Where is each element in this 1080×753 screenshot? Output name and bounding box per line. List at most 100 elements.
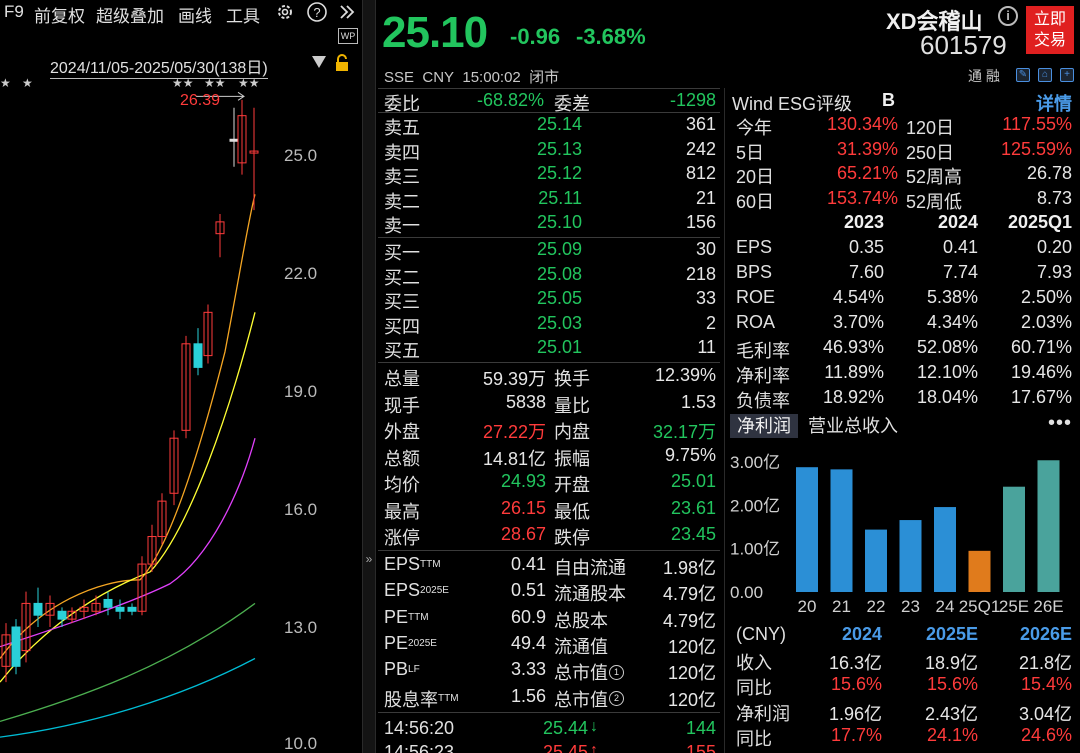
bid-row-price[interactable]: 25.05 xyxy=(536,288,582,309)
gear-icon[interactable] xyxy=(275,2,295,22)
candle-body[interactable] xyxy=(103,598,113,608)
trade-now-button[interactable]: 立即 交易 xyxy=(1026,6,1074,54)
ask-row-price[interactable]: 25.14 xyxy=(536,114,582,134)
candle-body[interactable] xyxy=(203,311,213,357)
bar-26E[interactable] xyxy=(1037,460,1060,592)
kline-chart[interactable] xyxy=(0,72,362,753)
valuation-label: 流通值 xyxy=(554,633,608,659)
bar-20[interactable] xyxy=(796,467,818,592)
toolbar-f9[interactable]: F9 xyxy=(4,2,24,21)
candle-body[interactable] xyxy=(115,606,125,612)
candle-body[interactable] xyxy=(249,150,259,154)
toolbar-adjust[interactable]: 前复权 xyxy=(34,7,85,26)
candle-body[interactable] xyxy=(79,606,89,612)
star-mark: ★★ xyxy=(204,76,226,90)
more-icon[interactable]: ••• xyxy=(1048,412,1073,434)
weicha-label: 委差 xyxy=(554,94,590,114)
date-range[interactable]: 2024/11/05-2025/05/30(138日) xyxy=(50,54,268,79)
valuation-label-suffix: LF xyxy=(408,664,420,676)
candle-body[interactable] xyxy=(67,610,77,620)
ask-row-price[interactable]: 25.11 xyxy=(538,187,582,208)
candle-body[interactable] xyxy=(137,563,147,612)
bar-x-label: 22 xyxy=(867,597,886,616)
candle-body[interactable] xyxy=(33,602,43,616)
perf-value: 8.73 xyxy=(1036,187,1072,208)
fin-label: ROA xyxy=(736,312,776,332)
toolbar-overlay[interactable]: 超级叠加 xyxy=(96,7,164,26)
bar-25E[interactable] xyxy=(1003,486,1025,592)
bell-icon[interactable]: ⌂ xyxy=(1038,68,1052,82)
expand-arrow-icon[interactable]: » xyxy=(365,552,373,566)
plus-icon[interactable]: + xyxy=(1060,68,1074,82)
tab-net-profit[interactable]: 净利润 xyxy=(730,414,798,438)
tick-volume: 155 xyxy=(685,742,716,753)
tab-revenue[interactable]: 营业总收入 xyxy=(808,416,898,436)
ask-row-price[interactable]: 25.13 xyxy=(536,138,582,159)
candle-body[interactable] xyxy=(45,602,55,616)
candle-body[interactable] xyxy=(215,221,225,235)
esg-label: Wind ESG评级 xyxy=(732,94,853,114)
candle-body[interactable] xyxy=(169,437,179,494)
market-status: 闭市 xyxy=(529,69,560,86)
toolbar-tools[interactable]: 工具 xyxy=(226,7,260,26)
svg-text:?: ? xyxy=(313,5,320,20)
divider xyxy=(378,362,720,363)
caret-down-icon[interactable] xyxy=(312,56,326,68)
candle-body[interactable] xyxy=(11,626,21,667)
pane-divider[interactable] xyxy=(362,0,376,753)
candle-body[interactable] xyxy=(181,343,191,431)
kline-chart-pane[interactable]: F9 前复权 超级叠加 画线 工具 ? WP 2024/11/05-2025/0… xyxy=(0,0,362,753)
bid-row-price[interactable]: 25.08 xyxy=(536,263,582,284)
wp-icon[interactable]: WP xyxy=(338,28,358,44)
stat-label: 总额 xyxy=(384,448,420,469)
perf-label: 20日 xyxy=(736,167,775,188)
y-tick: 25.0 xyxy=(284,146,318,165)
bar-23[interactable] xyxy=(899,520,922,592)
perf-value: 65.21% xyxy=(836,163,898,184)
valuation-value: 3.33 xyxy=(510,659,546,680)
stock-code: 601579 xyxy=(920,30,1007,60)
candle-body[interactable] xyxy=(91,602,101,612)
ask-row-price[interactable]: 25.12 xyxy=(536,163,582,184)
ask-row-price[interactable]: 25.10 xyxy=(536,212,582,233)
candle-body[interactable] xyxy=(157,500,167,538)
forecast-label: 收入 xyxy=(736,653,772,673)
candle-body[interactable] xyxy=(193,343,203,368)
stat-label: 外盘 xyxy=(384,422,420,442)
candle-body[interactable] xyxy=(237,115,247,164)
valuation-label: 总股本 xyxy=(554,607,608,633)
help-icon[interactable]: ? xyxy=(306,1,328,23)
valuation-label: 总市值 2 xyxy=(554,686,624,712)
bid-row-price[interactable]: 25.03 xyxy=(536,312,582,333)
bar-22[interactable] xyxy=(865,529,887,592)
candle-body[interactable] xyxy=(1,634,11,667)
candle-body[interactable] xyxy=(229,138,239,142)
fin-value: 3.70% xyxy=(832,312,884,332)
max-price-label: 26.39 xyxy=(180,92,221,109)
candle-body[interactable] xyxy=(21,602,31,652)
forecast-value: 15.6% xyxy=(830,674,882,695)
stat-label: 开盘 xyxy=(554,475,590,495)
bar-25Q1[interactable] xyxy=(968,550,991,592)
perf-label: 250日 xyxy=(906,142,955,163)
bar-24[interactable] xyxy=(934,507,956,592)
bid-row-price[interactable]: 25.09 xyxy=(536,239,582,259)
valuation-label: EPS 2025E xyxy=(384,580,449,601)
trade-btn-line1: 立即 xyxy=(1033,11,1066,28)
quote-meta: SSE CNY 15:00:02 闭市 xyxy=(384,66,559,87)
fin-value: 7.93 xyxy=(1036,262,1072,282)
candle-body[interactable] xyxy=(57,610,67,620)
pencil-icon[interactable]: ✎ xyxy=(1016,68,1030,82)
perf-value: 31.39% xyxy=(836,138,898,159)
bid-row-label: 买三 xyxy=(384,292,420,313)
double-chevron-right-icon[interactable] xyxy=(338,3,356,21)
info-icon[interactable]: i xyxy=(998,6,1018,26)
candle-body[interactable] xyxy=(127,606,137,612)
forecast-value: 18.9亿 xyxy=(924,653,978,673)
bar-21[interactable] xyxy=(830,469,853,592)
toolbar-draw[interactable]: 画线 xyxy=(178,7,212,26)
candle-body[interactable] xyxy=(147,536,157,565)
valuation-value: 60.9 xyxy=(510,606,546,627)
esg-detail-link[interactable]: 详情 xyxy=(1036,94,1072,114)
bid-row-price[interactable]: 25.01 xyxy=(536,337,582,358)
